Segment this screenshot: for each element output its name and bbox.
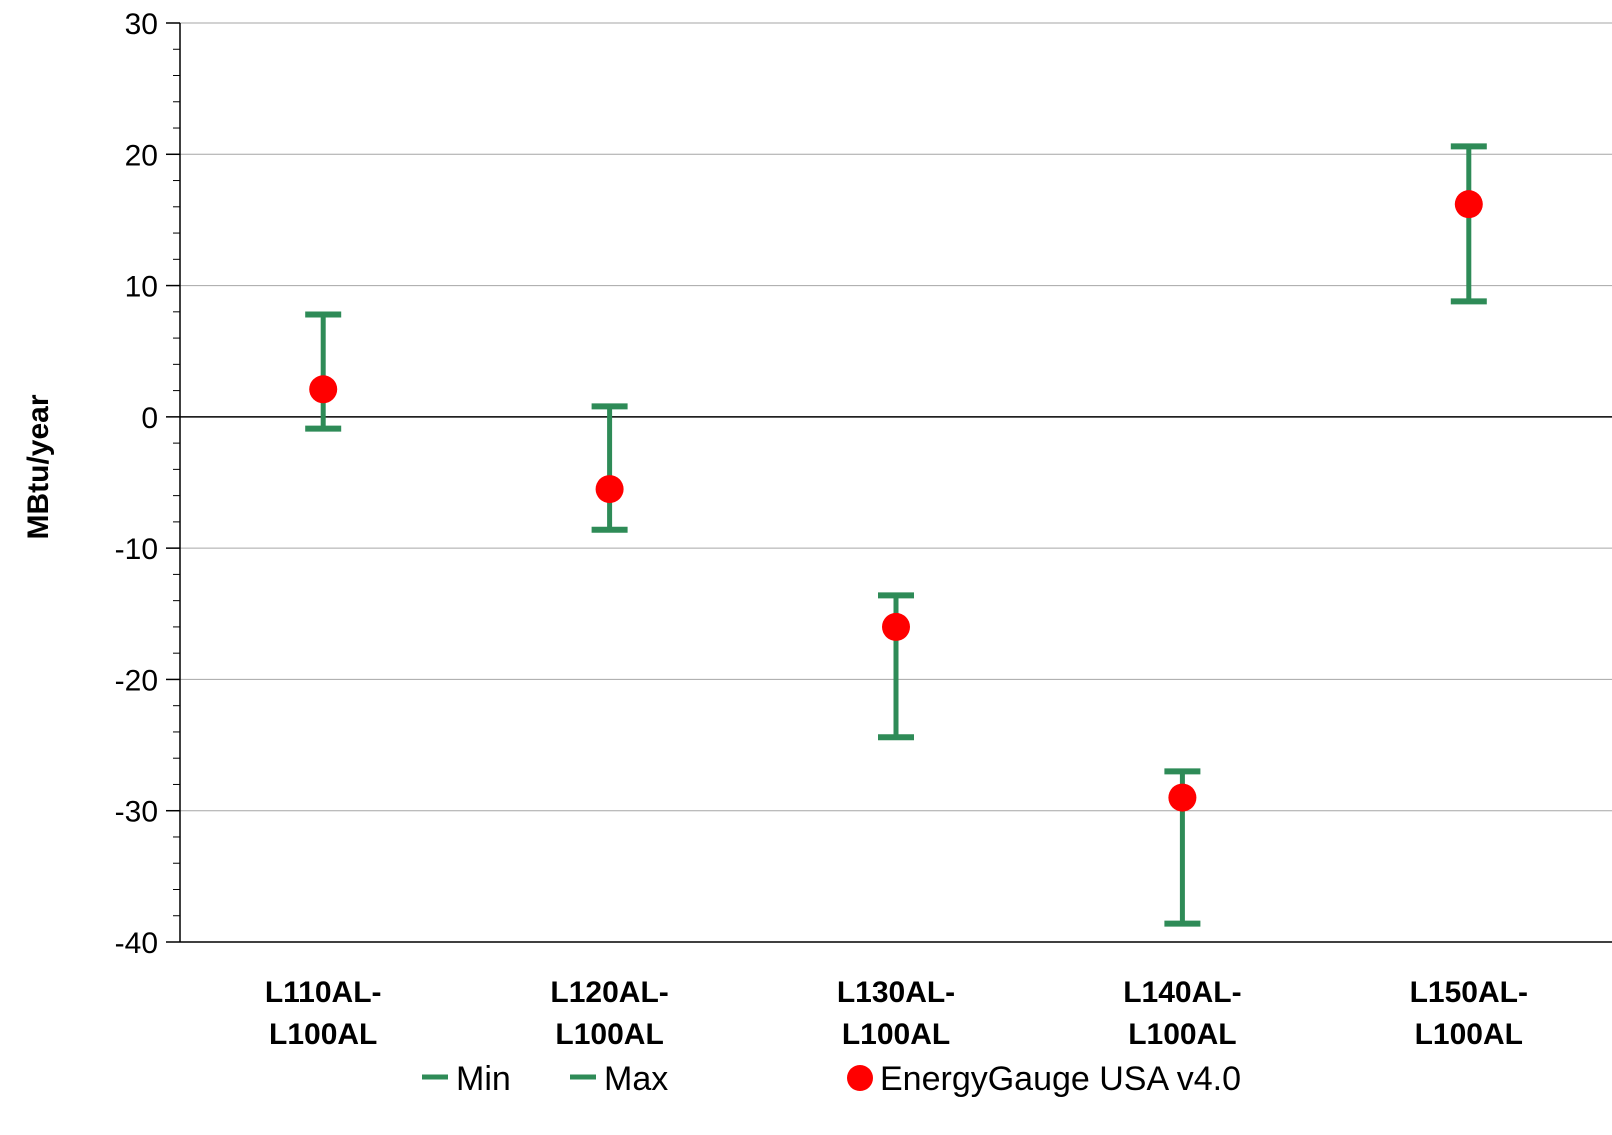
data-point (309, 375, 338, 404)
legend-min-label: Min (456, 1060, 511, 1098)
y-tick-label: -40 (115, 927, 158, 960)
y-tick-label: -30 (115, 796, 158, 829)
y-tick-label: 10 (125, 271, 158, 304)
category-label: L140AL- (1123, 976, 1241, 1009)
data-point (1454, 190, 1483, 219)
y-tick-label: -10 (115, 533, 158, 566)
category-label: L100AL (269, 1018, 377, 1051)
legend-point-label: EnergyGauge USA v4.0 (880, 1060, 1241, 1098)
category-label: L120AL- (550, 976, 668, 1009)
y-tick-label: 30 (125, 8, 158, 41)
axes (166, 22, 1612, 943)
category-label: L100AL (1415, 1018, 1523, 1051)
category-label: L100AL (555, 1018, 663, 1051)
error-bars (305, 143, 1487, 927)
y-tick-label: 20 (125, 139, 158, 172)
y-axis-label: MBtu/year (22, 394, 55, 539)
legend-max-label: Max (604, 1060, 668, 1098)
category-label: L150AL- (1410, 976, 1528, 1009)
category-label: L100AL (842, 1018, 950, 1051)
y-tick-labels: 30 20 10 0 -10 -20 -30 -40 (115, 8, 158, 960)
data-points (309, 190, 1483, 812)
category-label: L110AL- (265, 976, 382, 1009)
data-point (595, 475, 624, 504)
y-tick-label: 0 (141, 402, 158, 435)
y-tick-label: -20 (115, 664, 158, 697)
category-labels: L110AL- L100AL L120AL- L100AL L130AL- L100AL L… (265, 976, 1528, 1051)
category-label: L130AL- (837, 976, 955, 1009)
data-point (882, 612, 910, 641)
legend-point-marker (847, 1065, 873, 1091)
category-label: L100AL (1128, 1018, 1236, 1051)
legend: Min Max EnergyGauge USA v4.0 (422, 1060, 1241, 1098)
data-point (1168, 783, 1197, 812)
